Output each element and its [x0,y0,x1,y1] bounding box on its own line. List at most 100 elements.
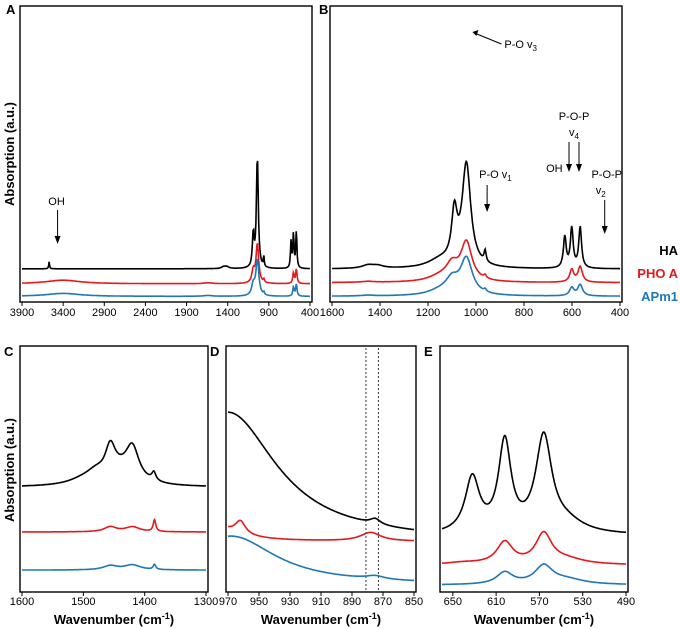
annotation-pop-v4: P-O-P [559,111,590,123]
panel-e-plot [441,431,626,586]
panel-a-frame [19,5,313,303]
x-tick-label: 3400 [51,307,75,319]
annotation-pop-v4-sub: v4 [569,127,580,141]
panel-e-xaxis: 650 610 570 530 490 [444,592,635,608]
panel-c-plot [22,439,207,571]
legend: HA PHO A APm1 [637,243,678,304]
panel-e: E 650 610 570 530 490 Wavenumber (cm-1) [424,344,635,627]
panel-a-xaxis: 3900 3400 2900 2400 1900 1400 900 400 [10,302,319,319]
panel-c-xaxis: 1600 1500 1400 1300 [10,592,218,608]
annotation-oh: OH [48,196,65,208]
x-tick-label: 3900 [10,307,34,319]
panel-a-annotations: OH [48,196,65,244]
x-tick-label: 400 [301,307,319,319]
panel-b: B 1600 1400 1200 1000 800 600 400 P-O v3 P-O v1… [319,2,679,319]
panel-b-plot [332,159,620,297]
series-ha [22,160,311,270]
x-tick-label: 570 [530,596,548,608]
x-tick-label: 2900 [92,307,116,319]
panel-e-frame [439,345,629,593]
x-tick-label: 800 [515,307,533,319]
x-tick-label: 2400 [133,307,157,319]
x-axis-label: Wavenumber (cm-1) [54,611,174,627]
arrow-head [601,226,608,234]
panel-d-frame [225,345,417,593]
x-tick-label: 950 [250,596,268,608]
panel-b-letter: B [319,2,328,17]
panel-b-annotations: P-O v3 P-O v1 OH P-O-P v4 P-O-P v2 [472,30,622,234]
x-tick-label: 890 [343,596,361,608]
panel-e-letter: E [424,344,433,359]
panel-a: A Absorption (a.u.) 3900 3400 2900 2400 1900… [2,2,319,319]
panel-d-xaxis: 970 950 930 910 890 870 850 [219,592,423,608]
legend-ha: HA [659,243,678,258]
panel-b-xaxis: 1600 1400 1200 1000 800 600 400 [320,302,629,319]
x-tick-label: 970 [219,596,237,608]
arrow-head [472,30,479,36]
x-axis-label: Wavenumber (cm-1) [261,611,381,627]
x-tick-label: 1300 [194,596,218,608]
series-pho-a [442,530,626,565]
series-pho-a [332,239,620,284]
x-tick-label: 400 [611,307,629,319]
panel-d-xlabel: Wavenumber (cm-1) [261,611,381,627]
annotation-pop-v2-sub: v2 [596,185,607,199]
series-ha [441,431,626,534]
annotation-arrow [474,32,502,45]
annotation-po-v3: P-O v3 [504,39,537,53]
series-apm1 [332,255,620,297]
x-tick-label: 600 [563,307,581,319]
series-pho-a [22,518,206,533]
annotation-po-v1: P-O v1 [479,169,512,183]
series-ha [228,411,414,531]
legend-pho-a: PHO A [637,266,678,281]
series-pho-a [22,243,310,285]
x-tick-label: 1900 [174,307,198,319]
series-apm1 [227,535,415,582]
series-apm1 [22,258,310,298]
panel-d-letter: D [210,344,219,359]
panel-d-plot [227,411,415,582]
panel-e-xlabel: Wavenumber (cm-1) [474,611,594,627]
panel-c-ylabel: Absorption (a.u.) [2,418,17,522]
annotation-oh: OH [546,163,563,175]
panel-b-frame [329,5,623,303]
panel-c: C Absorption (a.u.) 1600 1500 1400 1300 Wav… [2,344,218,627]
x-tick-label: 650 [444,596,462,608]
panel-d-vlines [365,348,379,590]
annotation-pop-v2: P-O-P [591,169,622,181]
series-ha [22,439,207,487]
arrow-head [54,236,61,244]
series-apm1 [22,563,206,571]
legend-apm1: APm1 [641,289,678,304]
panel-a-ylabel: Absorption (a.u.) [2,102,17,206]
series-apm1 [442,563,626,586]
x-tick-label: 1600 [320,307,344,319]
x-axis-label: Wavenumber (cm-1) [474,611,594,627]
arrow-head [484,204,491,212]
arrow-head [576,164,582,172]
x-tick-label: 930 [281,596,299,608]
x-tick-label: 1400 [132,596,156,608]
panel-c-letter: C [4,344,14,359]
x-tick-label: 610 [487,596,505,608]
x-tick-label: 910 [312,596,330,608]
panel-d: D 970 950 930 910 890 870 850 Wavenumber (cm-1… [210,344,423,627]
panel-c-frame [19,345,209,593]
x-tick-label: 850 [405,596,423,608]
x-tick-label: 1200 [416,307,440,319]
x-tick-label: 1000 [464,307,488,319]
panel-a-letter: A [6,2,16,17]
x-tick-label: 1600 [10,596,34,608]
x-tick-label: 1400 [215,307,239,319]
x-tick-label: 1500 [71,596,95,608]
panel-a-plot [22,160,311,298]
x-tick-label: 900 [260,307,278,319]
x-tick-label: 870 [374,596,392,608]
arrow-head [566,164,572,172]
x-tick-label: 490 [617,596,635,608]
panel-c-xlabel: Wavenumber (cm-1) [54,611,174,627]
series-ha [332,159,620,270]
x-tick-label: 1400 [368,307,392,319]
